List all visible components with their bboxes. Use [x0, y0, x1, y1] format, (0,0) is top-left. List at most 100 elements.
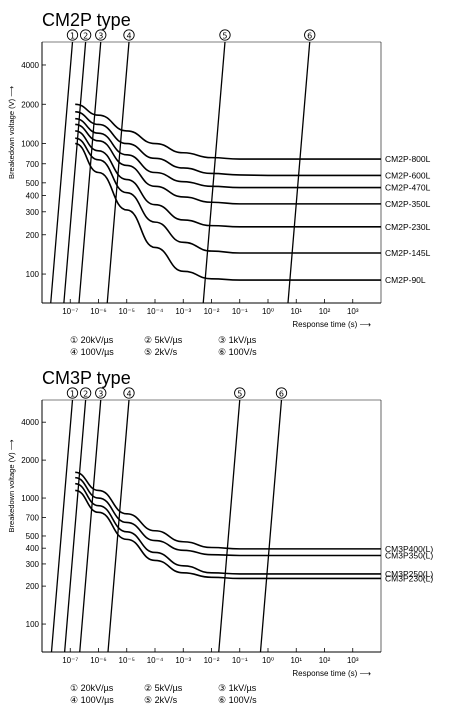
ramp-marker-label: 6 [279, 390, 284, 399]
series-curve [75, 130, 381, 228]
y-tick-label: 700 [26, 160, 40, 169]
y-axis-label: Breakedown voltage (V) ⟶ [7, 438, 16, 532]
y-axis-label: Breakedown voltage (V) ⟶ [7, 85, 16, 179]
x-tick-label: 10¹ [290, 656, 302, 665]
x-tick-label: 10⁻⁶ [90, 307, 106, 316]
x-tick-label: 10⁻² [204, 656, 220, 665]
ramp-marker-label: 2 [83, 390, 88, 399]
legend-entry: ① 20kV/µs [70, 683, 114, 693]
y-tick-label: 300 [26, 208, 40, 217]
x-tick-label: 10⁻⁷ [62, 656, 78, 665]
ramp-marker-label: 1 [70, 390, 75, 399]
rise-rate-legend: ① 20kV/µs ② 5kV/µs ③ 1kV/µs ④ 100V/µs ⑤ … [70, 682, 292, 706]
legend-entry: ④ 100V/µs [70, 347, 114, 357]
y-tick-label: 200 [26, 582, 40, 591]
y-tick-label: 400 [26, 191, 40, 200]
legend-entry: ⑤ 2kV/s [144, 695, 178, 705]
ramp-line [50, 41, 74, 304]
ramp-marker-circle [66, 29, 79, 41]
ramp-marker-label: 1 [70, 32, 75, 41]
legend-entry: ② 5kV/µs [144, 683, 183, 693]
ramp-line [202, 41, 226, 304]
y-tick-label: 700 [26, 514, 40, 523]
ramp-line [78, 41, 102, 304]
series-label: CM2P-350L [385, 199, 431, 209]
y-tick-label: 1000 [21, 494, 39, 503]
rise-rate-legend: ① 20kV/µs ② 5kV/µs ③ 1kV/µs ④ 100V/µs ⑤ … [70, 334, 292, 358]
series-curve [75, 476, 381, 557]
ramp-line [259, 399, 283, 653]
ramp-marker-label: 5 [237, 390, 242, 399]
series-label: CM3P350(L) [385, 550, 433, 560]
legend-entry: ③ 1kV/µs [218, 683, 257, 693]
ramp-marker-circle [123, 29, 135, 41]
series-curve [75, 471, 381, 550]
series-label: CM3P230(L) [385, 573, 433, 583]
y-tick-label: 2000 [21, 456, 39, 465]
y-tick-label: 500 [26, 179, 40, 188]
series-curve [75, 142, 381, 281]
series-label: CM3P250(L) [385, 569, 433, 579]
x-tick-label: 10⁻⁴ [147, 307, 164, 316]
x-tick-label: 10² [319, 307, 331, 316]
y-tick-label: 500 [26, 532, 40, 541]
ramp-marker-label: 4 [126, 32, 131, 41]
ramp-line [287, 41, 311, 304]
series-curve [75, 123, 381, 205]
x-axis-label: Response time (s) ⟶ [292, 669, 371, 678]
x-axis-label: Response time (s) ⟶ [292, 320, 371, 329]
ramp-line [106, 41, 130, 304]
legend-entry: ② 5kV/µs [144, 335, 183, 345]
chart-panel-cm3p: CM3P type 100 200 300 400 500 700 1000 2000 4000… [0, 362, 465, 718]
legend-entry: ⑥ 100V/s [218, 347, 257, 357]
y-tick-label: 400 [26, 544, 40, 553]
chart-panel-cm2p: CM2P type 100 200 300 400 500 700 1000 2000 4000… [0, 0, 465, 358]
ramp-line [63, 41, 87, 304]
legend-row: ④ 100V/µs ⑤ 2kV/s ⑥ 100V/s [70, 694, 292, 706]
legend-entry: ⑤ 2kV/s [144, 347, 178, 357]
legend-row: ④ 100V/µs ⑤ 2kV/s ⑥ 100V/s [70, 346, 292, 358]
legend-row: ① 20kV/µs ② 5kV/µs ③ 1kV/µs [70, 334, 292, 346]
series-curve [75, 111, 381, 177]
series-curve [75, 137, 381, 254]
x-tick-label: 10⁻⁷ [62, 307, 78, 316]
x-tick-label: 10⁻³ [175, 656, 191, 665]
ramp-marker-circle [123, 387, 135, 399]
ramp-marker-circle [275, 387, 288, 399]
series-curve [75, 103, 381, 160]
series-label: CM2P-800L [385, 154, 431, 164]
legend-entry: ① 20kV/µs [70, 335, 114, 345]
chart-title: CM2P type [42, 10, 131, 30]
ramp-marker-circle [66, 387, 79, 399]
x-tick-label: 10⁰ [262, 307, 274, 316]
ramp-marker-label: 5 [222, 32, 227, 41]
y-tick-label: 100 [26, 620, 40, 629]
y-tick-label: 200 [26, 231, 40, 240]
chart-svg: 100 200 300 400 500 700 1000 2000 4000 10⁻⁷ 10⁻⁶ 10… [7, 387, 433, 678]
x-tick-label: 10² [319, 656, 331, 665]
series-curve [75, 489, 381, 580]
series-label: CM2P-470L [385, 183, 431, 193]
legend-row: ① 20kV/µs ② 5kV/µs ③ 1kV/µs [70, 682, 292, 694]
x-tick-label: 10⁻¹ [232, 307, 248, 316]
ramp-marker-label: 6 [307, 32, 312, 41]
ramp-marker-circle [79, 387, 92, 399]
x-tick-label: 10¹ [290, 307, 302, 316]
ramp-line [218, 399, 241, 653]
ramp-marker-circle [234, 387, 246, 399]
series-curve [75, 482, 381, 575]
series-label: CM2P-230L [385, 222, 431, 232]
x-tick-label: 10³ [347, 307, 359, 316]
x-tick-label: 10⁻¹ [232, 656, 248, 665]
y-tick-label: 4000 [21, 61, 39, 70]
y-tick-label: 1000 [21, 140, 39, 149]
x-tick-label: 10⁻⁴ [147, 656, 164, 665]
y-tick-label: 300 [26, 560, 40, 569]
ramp-marker-circle [95, 29, 107, 41]
y-tick-label: 100 [26, 270, 40, 279]
x-tick-label: 10⁻⁶ [90, 656, 106, 665]
x-tick-label: 10⁻³ [175, 307, 191, 316]
legend-entry: ⑥ 100V/s [218, 695, 257, 705]
series-label: CM2P-145L [385, 248, 431, 258]
ramp-marker-label: 4 [126, 390, 131, 399]
